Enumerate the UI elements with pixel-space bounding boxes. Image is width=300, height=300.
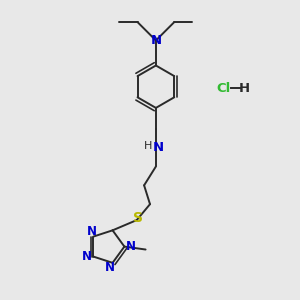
Text: Cl: Cl (217, 82, 231, 95)
Text: N: N (150, 34, 161, 47)
Text: N: N (153, 141, 164, 154)
Text: N: N (126, 240, 136, 253)
Text: S: S (133, 211, 143, 225)
Text: H: H (239, 82, 250, 95)
Text: H: H (143, 142, 152, 152)
Text: N: N (87, 225, 97, 238)
Text: N: N (82, 250, 92, 263)
Text: N: N (105, 261, 115, 274)
